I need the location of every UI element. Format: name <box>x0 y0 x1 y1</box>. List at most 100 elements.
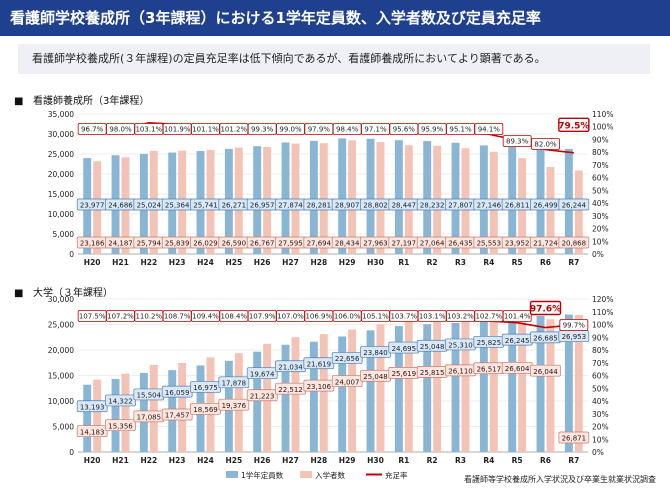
capacity-label: 26,685 <box>533 335 558 343</box>
enrolled-label-box <box>76 425 108 438</box>
bar-capacity <box>394 326 403 452</box>
y2-tick-label: 40% <box>592 199 609 208</box>
rate-label: 103.1% <box>419 313 446 321</box>
enrolled-label-box <box>530 364 561 377</box>
x-tick-label: H20 <box>84 258 101 267</box>
y2-tick-label: 70% <box>592 161 609 170</box>
y-tick-label: 10,000 <box>48 397 74 406</box>
enrolled-label: 26,029 <box>193 240 218 248</box>
chart-university: 0 5,000 10,000 15,000 20,000 25,000 30,000 0% 10… <box>48 295 614 465</box>
rate-label: 101.2% <box>220 126 247 134</box>
bar-capacity <box>281 344 290 452</box>
rate-label: 108.7% <box>164 313 191 321</box>
y2-tick-label: 10% <box>592 435 609 444</box>
capacity-label: 25,741 <box>193 202 218 210</box>
capacity-label: 21,034 <box>278 363 303 371</box>
x-tick-label: R1 <box>398 456 409 465</box>
capacity-label: 28,232 <box>420 202 445 210</box>
capacity-label-box <box>105 394 136 407</box>
y2-tick-label: 30% <box>592 212 609 221</box>
bar-capacity <box>338 138 347 254</box>
bar-enrolled <box>121 373 130 452</box>
bar-capacity <box>564 314 573 452</box>
rate-label: 98.4% <box>336 126 359 134</box>
enrolled-label: 21,223 <box>250 392 275 400</box>
x-tick-label: R4 <box>483 258 494 267</box>
legend-swatch-capacity <box>226 471 238 478</box>
bar-capacity <box>536 315 545 452</box>
x-tick-label: H24 <box>197 258 214 267</box>
y-tick-label: 5,000 <box>53 423 75 432</box>
y2-tick-label: 20% <box>592 225 609 234</box>
x-tick-label: R2 <box>427 456 438 465</box>
y-tick-label: 25,000 <box>48 150 74 159</box>
enrolled-label: 17,085 <box>137 414 162 422</box>
rate-label: 107.5% <box>79 313 106 321</box>
legend-label-rate: 充足率 <box>385 470 408 480</box>
x-tick-label: R6 <box>540 456 551 465</box>
y2-tick-label: 90% <box>592 135 609 144</box>
rate-label: 109.4% <box>192 313 219 321</box>
rate-label-box <box>502 310 532 322</box>
bar-capacity <box>451 142 460 254</box>
enrolled-label: 18,569 <box>193 406 218 414</box>
capacity-label-box <box>246 367 278 380</box>
bar-enrolled <box>574 170 583 254</box>
capacity-label: 26,244 <box>562 202 587 210</box>
capacity-label: 25,364 <box>165 202 190 210</box>
y2-tick-label: 40% <box>592 397 609 406</box>
y-tick-label: 10,000 <box>48 210 74 219</box>
enrolled-label-box <box>246 389 278 402</box>
y2-tick-label: 90% <box>592 333 609 342</box>
capacity-label: 15,504 <box>137 392 162 400</box>
enrolled-label: 24,187 <box>108 240 133 248</box>
bar-enrolled <box>546 167 555 254</box>
enrolled-label: 25,048 <box>363 373 388 381</box>
enrolled-label: 28,434 <box>335 240 360 248</box>
x-tick-label: H26 <box>254 456 271 465</box>
enrolled-label: 25,794 <box>137 240 162 248</box>
enrolled-label-box <box>558 431 590 444</box>
x-tick-label: H22 <box>140 258 157 267</box>
bar-enrolled <box>376 142 385 254</box>
rate-label-box <box>529 300 562 316</box>
y2-tick-label: 110% <box>592 110 613 119</box>
x-tick-label: H24 <box>197 456 214 465</box>
summary-text: 看護師学校養成所(３年課程)の定員充足率は低下傾向であるが、看護師養成所において… <box>18 44 650 74</box>
enrolled-label-box <box>105 419 136 432</box>
y-tick-label: 25,000 <box>48 321 74 330</box>
x-tick-label: R1 <box>398 258 409 267</box>
x-tick-label: H23 <box>169 258 186 267</box>
rate-label: 95.6% <box>393 126 416 134</box>
y2-tick-label: 120% <box>592 295 613 304</box>
bar-capacity <box>281 142 290 254</box>
y2-tick-label: 10% <box>592 237 609 246</box>
y-tick-label: 15,000 <box>48 372 74 381</box>
x-tick-label: R5 <box>512 456 523 465</box>
bar-enrolled <box>404 321 413 452</box>
chart-nursing-school: 0 5,000 10,000 15,000 20,000 25,000 30,000 35,0… <box>48 110 614 267</box>
x-tick-label: R7 <box>568 456 579 465</box>
enrolled-label: 25,553 <box>477 240 502 248</box>
rate-label: 82.0% <box>534 141 557 149</box>
rate-label-box <box>559 319 589 331</box>
bar-capacity <box>253 351 262 452</box>
bar-capacity <box>366 330 375 452</box>
enrolled-label: 23,952 <box>505 240 530 248</box>
bar-capacity <box>423 141 432 254</box>
bar-enrolled <box>348 140 357 254</box>
bar-enrolled <box>546 319 555 452</box>
y-tick-label: 20,000 <box>48 346 74 355</box>
bar-enrolled <box>178 362 187 452</box>
bar-enrolled <box>461 318 470 452</box>
bar-enrolled <box>348 329 357 452</box>
rate-label: 97.6% <box>530 305 561 315</box>
rate-label: 105.1% <box>362 313 389 321</box>
y-tick-label: 15,000 <box>48 190 74 199</box>
capacity-label: 24,686 <box>108 202 133 210</box>
enrolled-label: 23,106 <box>307 383 332 391</box>
enrolled-label: 27,963 <box>363 240 388 248</box>
capacity-label: 26,953 <box>562 333 587 341</box>
x-tick-label: H23 <box>169 456 186 465</box>
